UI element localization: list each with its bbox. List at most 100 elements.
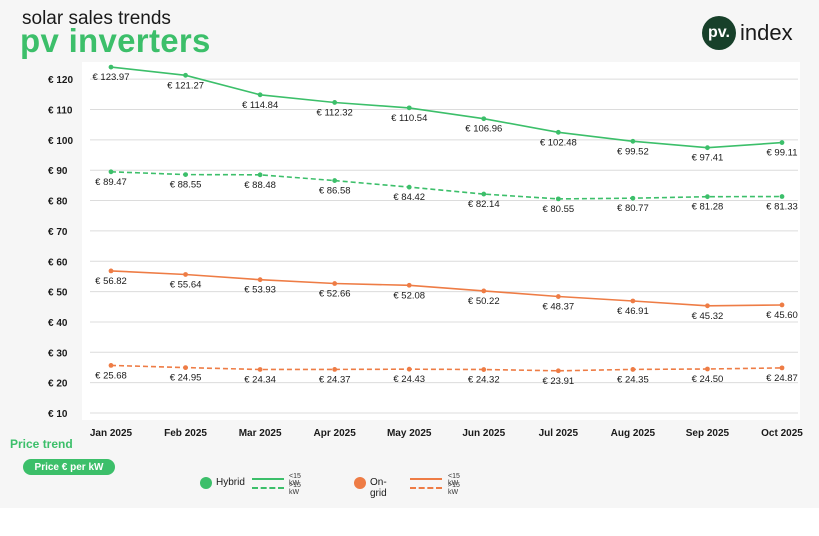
data-point	[108, 169, 114, 175]
y-tick-label: € 40	[48, 318, 68, 329]
data-label: € 24.50	[692, 374, 724, 385]
x-tick-label: Apr 2025	[314, 428, 357, 439]
series-line-0	[110, 66, 783, 149]
data-point	[779, 194, 785, 199]
series-line-2	[110, 270, 783, 307]
data-label: € 25.68	[95, 370, 127, 381]
legend-hybrid-name: Hybrid	[216, 477, 245, 488]
y-tick-label: € 70	[48, 227, 68, 238]
data-label: € 52.08	[393, 290, 425, 301]
line-chart: € 10 € 20 € 30 € 40 € 50 € 60 € 70 € 80 € 90 € 10…	[48, 64, 804, 439]
x-tick-label: May 2025	[387, 428, 432, 439]
data-point	[257, 277, 263, 283]
data-point	[779, 302, 785, 308]
y-tick-label: € 50	[48, 288, 68, 299]
data-point	[555, 294, 561, 299]
unit-pill: Price € per kW	[23, 459, 115, 475]
data-label: € 114.84	[242, 100, 278, 111]
data-label: € 123.97	[93, 72, 130, 83]
data-point	[108, 363, 114, 368]
chart-subtitle: solar sales trends	[22, 8, 171, 29]
logo-text: index	[740, 20, 793, 45]
data-label: € 84.42	[393, 192, 425, 203]
data-label: € 24.34	[244, 374, 276, 385]
data-label: € 45.32	[692, 311, 724, 322]
x-tick-label: Sep 2025	[686, 428, 730, 439]
legend-ongrid-dashed-line	[410, 487, 442, 489]
data-point	[406, 184, 412, 190]
data-point	[257, 92, 263, 98]
data-label: € 86.58	[319, 186, 351, 197]
data-label: € 81.33	[766, 202, 798, 213]
data-label: € 53.93	[244, 285, 276, 296]
data-label: € 55.64	[170, 279, 202, 290]
pv-index-logo: pv. index	[702, 16, 793, 50]
data-label: € 121.27	[167, 80, 204, 91]
data-label: € 80.77	[617, 203, 649, 214]
data-label: € 24.32	[468, 375, 500, 386]
data-point	[481, 116, 487, 122]
data-point	[555, 196, 561, 202]
data-point	[779, 365, 785, 371]
data-label: € 110.54	[391, 113, 427, 124]
data-point	[779, 140, 785, 145]
legend-ongrid-name: On-grid	[370, 477, 387, 499]
data-label: € 99.11	[767, 148, 798, 159]
y-tick-label: € 90	[48, 166, 68, 177]
chart-title: pv inverters	[20, 22, 211, 59]
data-point	[257, 172, 263, 178]
x-tick-label: Oct 2025	[761, 428, 803, 439]
ongrid-dot-icon	[354, 477, 366, 489]
x-tick-label: Jul 2025	[539, 428, 579, 439]
data-point	[108, 268, 114, 274]
data-point	[183, 172, 188, 178]
data-point	[332, 100, 338, 105]
data-label: € 102.48	[540, 137, 577, 148]
data-label: € 46.91	[617, 306, 649, 317]
data-point	[332, 178, 338, 183]
x-tick-label: Feb 2025	[164, 428, 207, 439]
data-point	[257, 367, 263, 372]
y-tick-label: € 110	[48, 106, 73, 117]
legend-hybrid-dashed-line	[252, 487, 284, 489]
data-label: € 45.60	[766, 310, 798, 321]
data-point	[630, 298, 636, 304]
series-line-1	[110, 171, 783, 200]
data-label: € 24.87	[766, 373, 798, 384]
data-label: € 88.55	[170, 180, 202, 191]
y-tick-label: € 80	[48, 197, 68, 208]
legend-ongrid-above15: >15 kW	[448, 482, 460, 496]
y-tick-label: € 30	[48, 348, 68, 359]
data-label: € 88.48	[244, 180, 276, 191]
legend-hybrid-above15: >15 kW	[289, 482, 301, 496]
data-point	[705, 145, 710, 151]
data-point	[705, 303, 710, 309]
data-label: € 52.66	[319, 289, 351, 300]
data-label: € 50.22	[468, 296, 500, 307]
data-point	[705, 194, 710, 200]
y-tick-label: € 100	[48, 136, 73, 147]
y-tick-label: € 10	[48, 409, 68, 420]
data-label: € 106.96	[465, 124, 502, 135]
y-tick-label: € 20	[48, 379, 68, 390]
data-label: € 24.95	[170, 373, 202, 384]
data-label: € 24.35	[617, 374, 649, 385]
data-label: € 48.37	[542, 302, 574, 313]
data-point	[406, 366, 412, 372]
legend-ongrid-below15: <15 kW	[448, 473, 460, 487]
data-label: € 24.43	[393, 374, 425, 385]
data-label: € 97.41	[692, 153, 724, 164]
data-point	[406, 105, 412, 111]
data-point	[481, 191, 487, 197]
y-tick-label: € 120	[48, 75, 73, 86]
data-point	[332, 281, 338, 286]
data-label: € 24.37	[319, 374, 351, 385]
data-point	[183, 365, 188, 371]
data-label: € 89.47	[95, 177, 127, 188]
data-label: € 82.14	[468, 199, 500, 210]
data-point	[630, 138, 636, 144]
x-tick-label: Jan 2025	[90, 428, 133, 439]
data-label: € 99.52	[617, 146, 649, 157]
data-point	[630, 195, 636, 201]
logo-mark: pv.	[702, 16, 736, 50]
